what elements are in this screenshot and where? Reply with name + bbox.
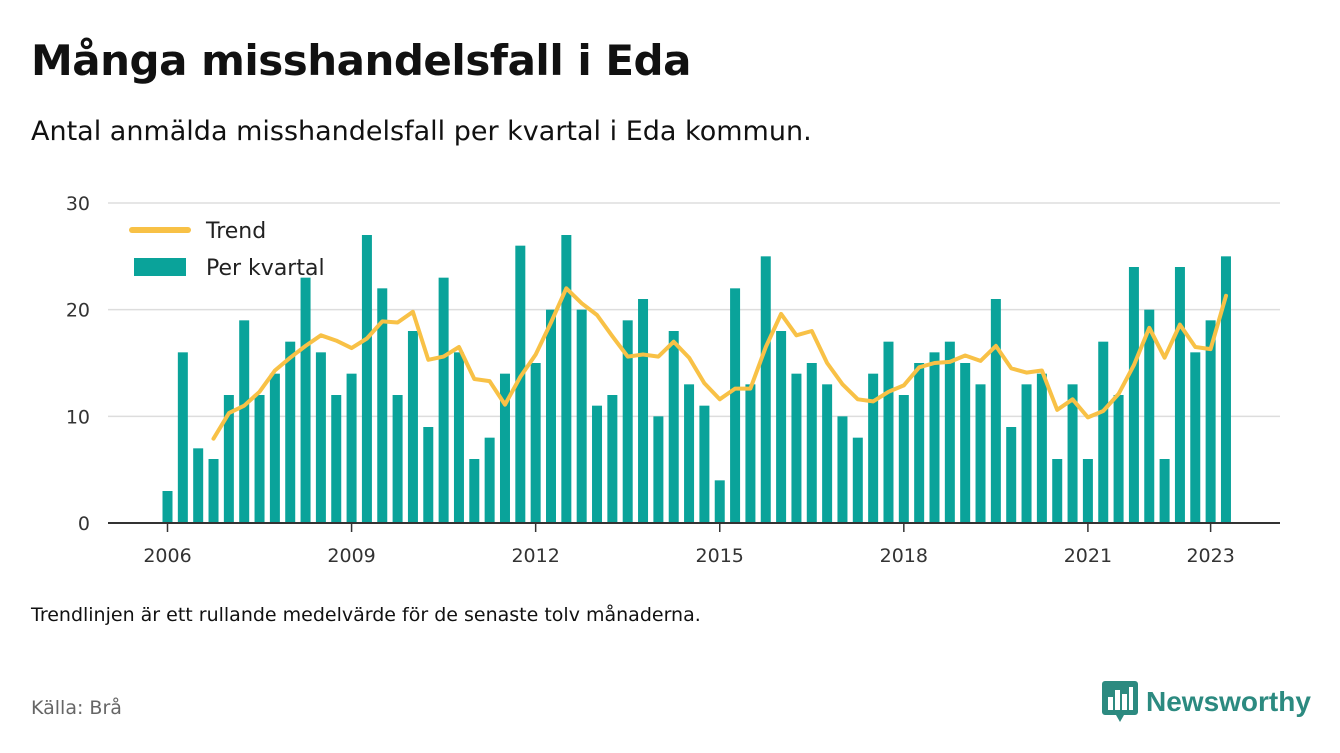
bar (1113, 395, 1124, 523)
bar (239, 320, 250, 523)
y-tick-label: 10 (66, 406, 90, 428)
bar (438, 277, 449, 523)
bar (1067, 384, 1078, 523)
bar (254, 395, 265, 523)
bar (868, 373, 879, 523)
chart-subtitle: Antal anmälda misshandelsfall per kvarta… (31, 116, 812, 147)
bar (776, 331, 787, 523)
x-tick-label: 2006 (143, 545, 191, 567)
bar (730, 288, 741, 523)
bar (760, 256, 771, 523)
bar (346, 373, 357, 523)
bar (990, 299, 1001, 523)
bar (914, 363, 925, 523)
x-tick-label: 2015 (696, 545, 744, 567)
bar (285, 341, 296, 523)
bar (546, 309, 556, 523)
bar (530, 363, 541, 523)
legend-bar-label: Per kvartal (206, 256, 325, 281)
axes: 0 10 20 30 2006 2009 2012 2015 2018 2021 2023 (66, 193, 1280, 567)
bar (822, 384, 833, 523)
bar (515, 245, 526, 523)
bar-series (162, 235, 1231, 523)
legend: Trend Per kvartal (129, 219, 325, 281)
bar (453, 352, 464, 523)
bar (469, 459, 480, 523)
bar (653, 416, 664, 523)
bar (484, 437, 495, 523)
bar (1082, 459, 1093, 523)
bar (177, 352, 188, 523)
x-tick-label: 2018 (880, 545, 928, 567)
bar (576, 309, 587, 523)
bar (423, 427, 434, 523)
bar (1220, 256, 1231, 523)
bar (1144, 309, 1155, 523)
bar (806, 363, 817, 523)
bar (499, 373, 510, 523)
x-tick-label: 2023 (1186, 545, 1234, 567)
y-tick-label: 20 (66, 300, 90, 322)
bar (837, 416, 848, 523)
bar (1205, 320, 1216, 523)
bar (208, 459, 219, 523)
bar (1190, 352, 1201, 523)
trend-line (211, 286, 1228, 441)
legend-trend-label: Trend (205, 219, 266, 244)
bar (791, 373, 802, 523)
y-tick-label: 30 (66, 193, 90, 215)
brand-name: Newsworthy (1146, 686, 1311, 717)
bar (898, 395, 909, 523)
bar (1098, 341, 1109, 523)
y-tick-label: 0 (78, 513, 90, 535)
bar (1128, 267, 1139, 523)
bar (300, 277, 311, 523)
bar (1174, 267, 1185, 523)
source-label: Källa: Brå (31, 697, 122, 719)
bar (883, 341, 894, 523)
trend-series (211, 286, 1228, 441)
bar (193, 448, 204, 523)
bar (223, 395, 234, 523)
bar-chart-logo-icon (1102, 681, 1138, 722)
bar (1052, 459, 1063, 523)
bar (638, 299, 649, 523)
bar (1021, 384, 1032, 523)
x-tick-label: 2012 (511, 545, 559, 567)
bar (1006, 427, 1017, 523)
bar (699, 405, 710, 523)
x-tick-label: 2021 (1064, 545, 1112, 567)
bar (407, 331, 418, 523)
chart-area: 0 10 20 30 2006 2009 2012 2015 2018 2021 2023 Tren… (66, 193, 1280, 567)
bar (852, 437, 863, 523)
legend-bar-swatch (134, 258, 186, 276)
bar (361, 235, 372, 523)
bar (592, 405, 603, 523)
bar (607, 395, 618, 523)
chart-title: Många misshandelsfall i Eda (31, 36, 691, 85)
bar (331, 395, 342, 523)
bar (269, 373, 280, 523)
footnote: Trendlinjen är ett rullande medelvärde f… (31, 604, 701, 626)
bar (745, 384, 756, 523)
bar (561, 235, 572, 523)
bar (315, 352, 326, 523)
bar (684, 384, 695, 523)
bar (944, 341, 955, 523)
bar (668, 331, 679, 523)
bar (960, 363, 971, 523)
bar (1159, 459, 1170, 523)
bar (975, 384, 986, 523)
bar (162, 491, 173, 523)
bar (714, 480, 725, 523)
bar (622, 320, 633, 523)
x-tick-label: 2009 (327, 545, 375, 567)
bar (377, 288, 388, 523)
bar (392, 395, 403, 523)
bar (929, 352, 940, 523)
brand-logo: Newsworthy (1102, 681, 1311, 723)
bar (1036, 373, 1047, 523)
